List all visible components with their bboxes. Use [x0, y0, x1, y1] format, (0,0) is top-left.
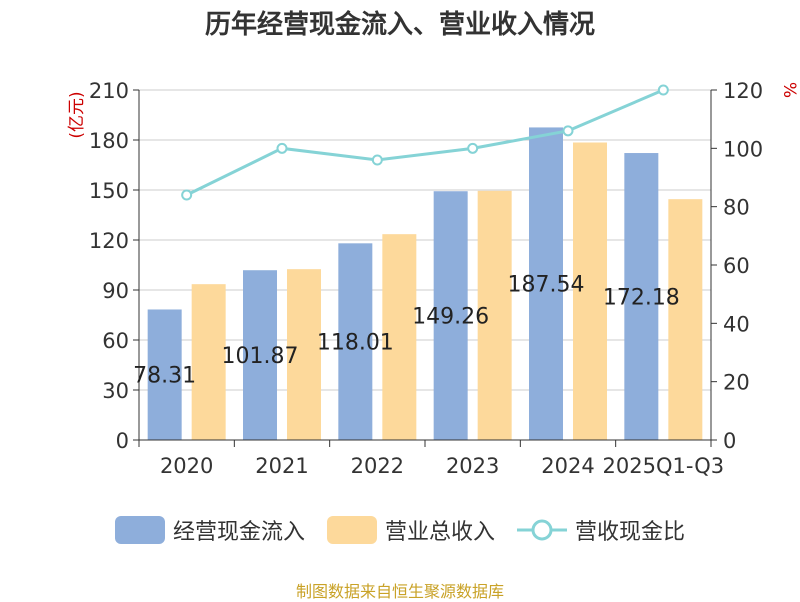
- legend-label-cash-inflow: 经营现金流入: [172, 520, 305, 545]
- right-axis-tick-label: 80: [723, 196, 750, 220]
- ratio-line: [181, 84, 669, 201]
- x-axis-tick-label: 2024: [541, 454, 594, 478]
- x-axis-tick-label: 2023: [446, 454, 499, 478]
- bar-cash-inflow: [529, 127, 563, 440]
- ratio-point: [467, 142, 479, 154]
- bar-cash-inflow: [624, 153, 659, 441]
- ratio-point: [371, 154, 383, 166]
- legend: 经营现金流入 营业总收入 营收现金比: [0, 514, 800, 546]
- bar-value-labels: 78.31 101.87 118.01 149.26 187.54 172.18: [133, 273, 680, 389]
- ratio-point: [181, 189, 193, 201]
- left-axis-tick-label: 60: [102, 329, 129, 353]
- bar-value-label: 78.31: [133, 364, 196, 389]
- x-axis-tick-label: 2022: [351, 454, 404, 478]
- legend-swatch-cash-inflow: [114, 516, 165, 544]
- left-axis-tick-label: 180: [89, 129, 129, 153]
- right-axis-tick-label: 120: [723, 79, 763, 103]
- ratio-point: [562, 125, 574, 137]
- legend-item-revenue[interactable]: 营业总收入: [326, 514, 495, 546]
- right-axis-tick-label: 40: [723, 312, 750, 336]
- left-axis-tick-label: 30: [102, 379, 129, 403]
- bar-value-label: 101.87: [222, 344, 299, 369]
- legend-label-ratio: 营收现金比: [575, 520, 686, 545]
- legend-swatch-revenue: [326, 516, 377, 544]
- right-axis-tick-label: 100: [723, 137, 763, 161]
- bar-value-label: 118.01: [317, 331, 394, 356]
- bar-revenue: [573, 142, 607, 440]
- left-axis-tick-label: 210: [89, 79, 129, 103]
- bar-cash-inflow: [243, 270, 277, 440]
- left-axis-tick-label: 90: [102, 279, 129, 303]
- source-note: 制图数据来自恒生聚源数据库: [295, 582, 504, 601]
- right-axis-unit: %: [779, 82, 799, 98]
- bar-revenue: [287, 269, 321, 440]
- bar-cash-inflow: [147, 309, 182, 440]
- ratio-line-path: [186, 88, 664, 197]
- axes: 0 30 60 90 120 150 180 210 0 20 40 60 80 100 120 2020 20…: [89, 79, 763, 478]
- left-axis-tick-label: 120: [89, 229, 129, 253]
- x-axis-tick-label: 2020: [160, 454, 213, 478]
- right-axis-tick-label: 60: [723, 254, 750, 278]
- left-axis-unit: (亿元): [67, 91, 87, 138]
- bar-cash-inflow: [338, 243, 373, 440]
- bar-revenue: [382, 234, 417, 440]
- bar-revenue: [477, 190, 512, 440]
- right-axis-tick-label: 20: [723, 371, 750, 395]
- left-axis-tick-label: 150: [89, 179, 129, 203]
- bar-value-label: 187.54: [508, 273, 585, 298]
- legend-item-ratio[interactable]: 营收现金比: [517, 514, 685, 546]
- right-axis-tick-label: 0: [723, 429, 736, 453]
- ratio-point: [276, 142, 288, 154]
- ratio-point: [657, 84, 669, 96]
- bar-value-label: 149.26: [412, 305, 489, 330]
- bar-cash-inflow: [433, 191, 468, 440]
- bar-revenue: [668, 199, 703, 440]
- bars: [147, 127, 703, 441]
- x-axis-tick-label: 2025Q1-Q3: [603, 454, 725, 478]
- bar-revenue: [191, 284, 226, 440]
- legend-label-revenue: 营业总收入: [384, 520, 495, 545]
- bar-value-label: 172.18: [603, 286, 680, 311]
- x-axis-tick-label: 2021: [255, 454, 308, 478]
- legend-item-cash-inflow[interactable]: 经营现金流入: [114, 514, 305, 546]
- chart-title: 历年经营现金流入、营业收入情况: [204, 10, 595, 40]
- legend-swatch-ratio: [517, 519, 567, 541]
- left-axis-tick-label: 0: [116, 429, 129, 453]
